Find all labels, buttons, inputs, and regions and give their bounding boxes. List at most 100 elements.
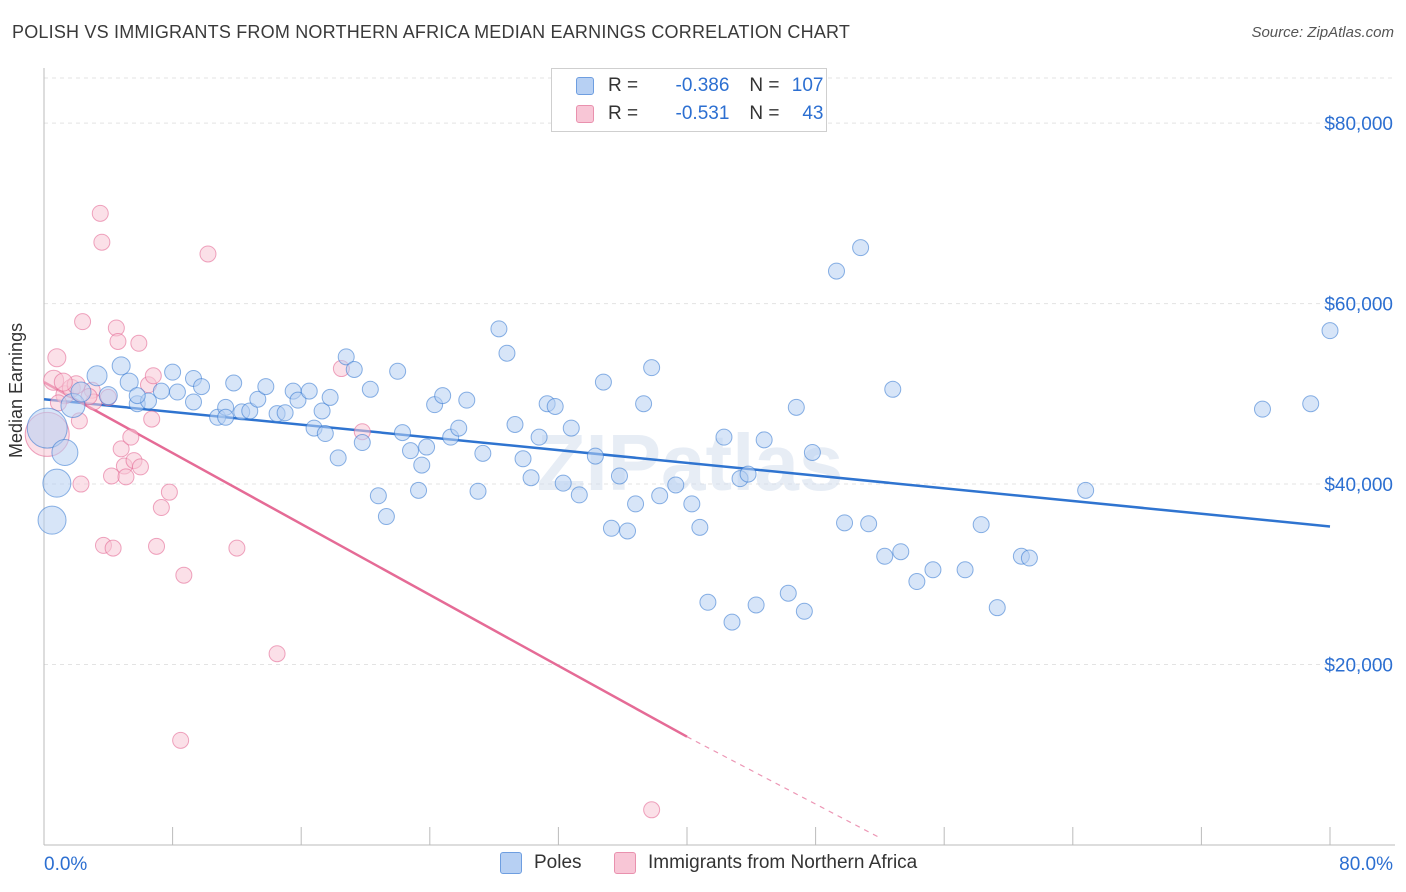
legend-n-label: N = [749, 103, 780, 124]
pink-point [152, 499, 170, 517]
blue-point [128, 387, 146, 405]
blue-point [956, 561, 974, 579]
blue-point [562, 419, 580, 437]
blue-point [514, 450, 532, 468]
pink-point [199, 245, 217, 263]
blue-point [111, 356, 131, 376]
pink-point [228, 539, 246, 557]
blue-point [42, 468, 72, 498]
blue-point [602, 519, 620, 537]
blue-trend-line [43, 397, 1331, 528]
blue-point [249, 390, 267, 408]
blue-point [795, 602, 813, 620]
blue-point [1321, 322, 1339, 340]
blue-point [353, 434, 371, 452]
blue-point [289, 391, 307, 409]
blue-point [827, 262, 845, 280]
blue-point [418, 438, 436, 456]
blue-point [530, 428, 548, 446]
blue-point [691, 518, 709, 536]
blue-point [860, 515, 878, 533]
blue-point [164, 363, 182, 381]
pink-points [24, 204, 661, 819]
blue-point [594, 373, 612, 391]
blue-point [635, 395, 653, 413]
blue-point [345, 360, 363, 378]
trend-lines [43, 380, 1331, 839]
blue-point [98, 386, 118, 406]
pink-point [148, 537, 166, 555]
pink-point [122, 428, 140, 446]
blue-point [184, 393, 202, 411]
blue-point [1302, 395, 1320, 413]
blue-point [329, 449, 347, 467]
pink-point [112, 440, 130, 458]
bottom-legend-label: Poles [534, 852, 582, 873]
blue-point [683, 495, 701, 513]
tick-labels: $20,000 $40,000 $60,000 $80,000 0.0% 80.0% [44, 114, 1393, 875]
blue-point [152, 382, 170, 400]
blue-point [450, 419, 468, 437]
pink-point [144, 367, 162, 385]
blue-point [389, 362, 407, 380]
y-tick-label: $40,000 [1324, 475, 1393, 496]
blue-point [276, 404, 294, 422]
blue-point [241, 402, 259, 420]
blue-point [723, 613, 741, 631]
blue-point [570, 486, 588, 504]
pink-point [117, 468, 135, 486]
pink-point [175, 566, 193, 584]
x-tick-label: 80.0% [1339, 854, 1393, 875]
blue-point [803, 443, 821, 461]
legend-n-label: N = [749, 75, 780, 96]
blue-point [627, 495, 645, 513]
blue-point [377, 508, 395, 526]
blue-point [1253, 400, 1271, 418]
legend-r-value: -0.386 [675, 75, 730, 96]
blue-point [908, 573, 926, 591]
blue-point [321, 388, 339, 406]
blue-point [651, 487, 669, 505]
pink-trend-extension [686, 736, 881, 839]
pink-point [130, 334, 148, 352]
legend-row-immigrants: R = -0.531 N = 43 [576, 102, 824, 126]
blue-point [393, 424, 411, 442]
blue-point [619, 522, 637, 540]
blue-point [747, 596, 765, 614]
blue-point [193, 378, 211, 396]
blue-point [37, 505, 67, 535]
blue-point [402, 442, 420, 460]
legend-r-label: R = [608, 75, 639, 96]
blue-point [313, 402, 331, 420]
blue-point [699, 593, 717, 611]
blue-point [988, 599, 1006, 617]
pink-point [91, 204, 109, 222]
blue-point [469, 482, 487, 500]
blue-point [1020, 549, 1038, 567]
blue-point [337, 348, 355, 366]
y-axis-label: Median Earnings [6, 322, 26, 458]
pink-point [160, 483, 178, 501]
legend-n-value: 43 [802, 103, 824, 124]
blue-point [610, 467, 628, 485]
blue-point [892, 543, 910, 561]
blue-point [257, 378, 275, 396]
pink-point [53, 372, 73, 392]
legend-swatch-pink [576, 105, 594, 123]
blue-point [546, 397, 564, 415]
blue-point [490, 320, 508, 338]
blue-point [876, 547, 894, 565]
pink-trend-line [43, 380, 688, 738]
blue-point [1077, 481, 1095, 499]
blue-point [369, 487, 387, 505]
blue-point [458, 391, 476, 409]
pink-point [104, 539, 122, 557]
blue-point [434, 387, 452, 405]
pink-point [109, 332, 127, 350]
blue-point [498, 344, 516, 362]
blue-point [86, 365, 108, 387]
bottom-legend-poles: Poles [500, 852, 582, 874]
blue-point [413, 456, 431, 474]
blue-point [119, 372, 139, 392]
chart-title: POLISH VS IMMIGRANTS FROM NORTHERN AFRIC… [12, 22, 851, 42]
